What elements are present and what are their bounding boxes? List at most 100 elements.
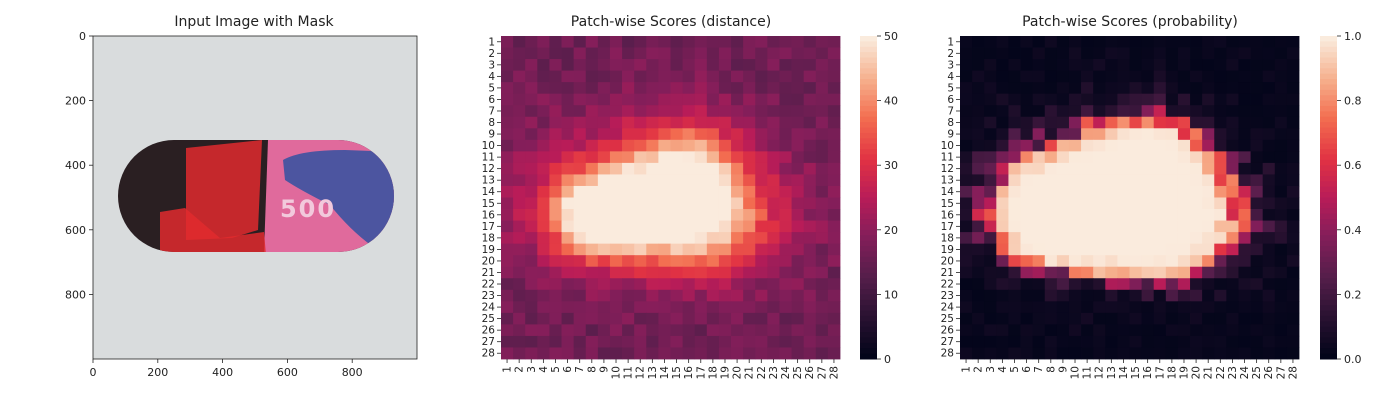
heatmap-cell	[1020, 278, 1034, 291]
colorbar-segment	[1320, 105, 1337, 112]
heatmap-cell	[670, 93, 684, 106]
heatmap-cell	[561, 105, 575, 118]
colorbar-segment	[860, 289, 877, 295]
heatmap-cell	[694, 116, 708, 129]
heatmap-cell	[1250, 59, 1264, 72]
heatmap-cell	[1262, 220, 1276, 233]
heatmap-cell	[1250, 47, 1264, 60]
x-tick-label: 15	[671, 366, 683, 379]
heatmap-cell	[1141, 47, 1155, 60]
heatmap-cell	[803, 289, 817, 302]
heatmap-cell	[718, 220, 732, 233]
heatmap-cell	[1044, 209, 1058, 221]
heatmap-cell	[1214, 197, 1227, 210]
heatmap-cell	[706, 116, 720, 129]
heatmap-cell	[501, 70, 514, 83]
heatmap-cell	[731, 59, 744, 72]
heatmap-cell	[1286, 36, 1300, 48]
heatmap-cell	[1093, 93, 1106, 106]
heatmap-cell	[1262, 266, 1276, 279]
heatmap-cell	[1020, 128, 1034, 141]
heatmap-cell	[1093, 105, 1106, 118]
heatmap-cell	[1274, 278, 1288, 291]
y-tick-label: 24	[941, 302, 955, 314]
heatmap-cell	[1081, 232, 1094, 245]
y-tick-label: 7	[488, 105, 495, 117]
heatmap-cell	[585, 139, 599, 152]
colorbar-segment	[860, 138, 877, 145]
heatmap-cell	[767, 174, 780, 187]
y-tick-label: 15	[941, 198, 954, 210]
heatmap-cell	[1286, 82, 1300, 95]
heatmap-cell	[996, 312, 1009, 325]
heatmap-cell	[1262, 151, 1276, 164]
heatmap-cell	[1105, 209, 1118, 221]
heatmap-cell	[1105, 312, 1118, 325]
heatmap-cell	[609, 197, 623, 210]
colorbar-segment	[860, 181, 877, 188]
heatmap-cell	[501, 185, 514, 198]
colorbar-segment	[1320, 278, 1337, 285]
heatmap-cell	[791, 312, 805, 325]
heatmap-cell	[1262, 209, 1276, 221]
heatmap-cell	[1262, 301, 1276, 314]
heatmap-cell	[1141, 105, 1155, 118]
x-tick-label: 10	[1070, 366, 1082, 379]
heatmap-cell	[597, 151, 611, 164]
heatmap-cell	[1044, 289, 1058, 302]
heatmap-cell	[573, 232, 587, 245]
heatmap-cell	[1032, 185, 1046, 198]
heatmap-cell	[1286, 116, 1300, 129]
heatmap-cell	[731, 289, 744, 302]
heatmap-cell	[1202, 243, 1215, 256]
heatmap-cell	[682, 139, 696, 152]
colorbar-segment	[1320, 245, 1337, 252]
heatmap-cell	[1238, 209, 1251, 221]
colorbar-segment	[1320, 192, 1337, 198]
colorbar-segment	[860, 100, 877, 107]
heatmap-cell	[1129, 174, 1143, 187]
colorbar-tick-label: 0.8	[1344, 95, 1362, 108]
heatmap-cell	[597, 139, 611, 152]
colorbar-segment	[860, 186, 877, 193]
heatmap-cell	[791, 209, 805, 221]
heatmap-cell	[1093, 82, 1106, 95]
heatmap-cell	[622, 174, 635, 187]
heatmap-cell	[960, 70, 973, 83]
colorbar-segment	[1320, 219, 1337, 225]
heatmap-cell	[755, 312, 768, 325]
heatmap-cell	[634, 36, 647, 48]
heatmap-cell	[501, 174, 514, 187]
heatmap-cell	[1068, 151, 1082, 164]
heatmap-cell	[1214, 324, 1227, 337]
heatmap-cell	[972, 301, 985, 314]
heatmap-cell	[1117, 278, 1130, 291]
heatmap-cell	[1081, 139, 1094, 152]
heatmap-cell	[597, 220, 611, 233]
heatmap-cell	[1129, 59, 1143, 72]
heatmap-cell	[609, 324, 623, 337]
heatmap-cell	[1262, 162, 1276, 175]
heatmap-cell	[1129, 232, 1143, 245]
heatmap-cell	[1250, 347, 1264, 360]
heatmap-cell	[827, 116, 841, 129]
colorbar-segment	[860, 353, 877, 360]
heatmap-cell	[561, 232, 575, 245]
y-tick-label: 26	[482, 325, 496, 337]
heatmap-cell	[803, 70, 817, 83]
heatmap-cell	[682, 128, 696, 141]
heatmap-cell	[537, 36, 550, 48]
heatmap-cell	[1020, 162, 1034, 175]
heatmap-cell	[537, 82, 550, 95]
colorbar-segment	[860, 272, 877, 279]
heatmap-cell	[1056, 278, 1070, 291]
y-tick-label: 21	[941, 267, 954, 279]
heatmap-cell	[1262, 47, 1276, 60]
heatmap-cell	[755, 347, 768, 360]
heatmap-cell	[537, 105, 550, 118]
heatmap-cell	[1262, 93, 1276, 106]
heatmap-cell	[1262, 82, 1276, 95]
heatmap-cell	[755, 197, 768, 210]
heatmap-cell	[996, 185, 1009, 198]
heatmap-cell	[972, 324, 985, 337]
